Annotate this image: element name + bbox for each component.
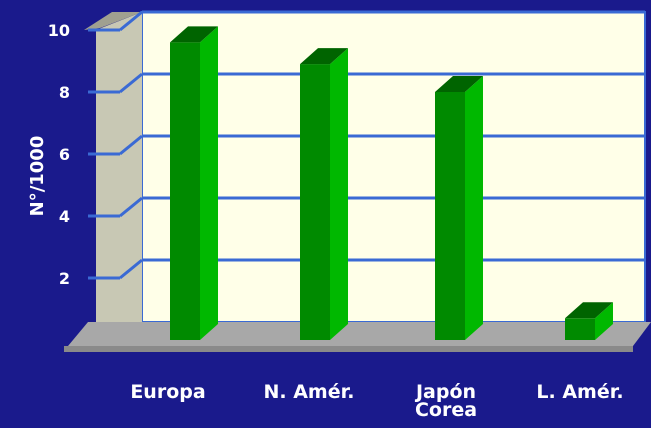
bar-side (200, 26, 218, 341)
bar-front (170, 42, 200, 341)
bar-top (435, 76, 483, 92)
bar-top (300, 48, 348, 65)
gridline-wall (119, 134, 143, 156)
bar-4 (565, 302, 613, 340)
gridline-wall (119, 196, 143, 218)
x-tick-label: Japón (414, 381, 476, 403)
gridline-wall (119, 258, 143, 280)
left-wall-top (84, 12, 142, 30)
y-tick-label: 4 (59, 207, 70, 226)
gridline-wall (119, 72, 143, 94)
floor-top (68, 322, 651, 346)
y-tick-label: 6 (59, 145, 70, 164)
y-tick-label: 2 (59, 269, 70, 288)
bar-side (465, 76, 483, 340)
bar-3 (435, 76, 483, 340)
bar-top (170, 26, 218, 43)
bar-front (435, 92, 465, 340)
x-tick-label: N. Amér. (263, 381, 354, 403)
gridlines (88, 10, 645, 280)
x-tick-label: Europa (130, 381, 205, 403)
bar-front (565, 318, 595, 340)
bars (170, 26, 613, 341)
y-tick-label: 8 (59, 83, 70, 102)
plot-floor (64, 322, 651, 352)
y-tick-label: 10 (48, 21, 70, 40)
bar-2 (300, 48, 348, 340)
left-wall (96, 12, 142, 332)
bar-1 (170, 26, 218, 341)
bar-top (565, 302, 613, 319)
back-wall (141, 11, 646, 323)
y-tick-labels: 2 4 6 8 10 (48, 21, 70, 288)
bar-front (300, 64, 330, 340)
y-axis-label: N°/1000 (27, 136, 48, 217)
x-tick-label: L. Amér. (536, 381, 623, 403)
plot-walls (84, 11, 646, 332)
bar-side (330, 48, 348, 340)
bar-side (595, 302, 613, 340)
gridline-wall (119, 10, 143, 32)
x-tick-label: Corea (415, 399, 477, 421)
floor-edge (64, 346, 633, 352)
